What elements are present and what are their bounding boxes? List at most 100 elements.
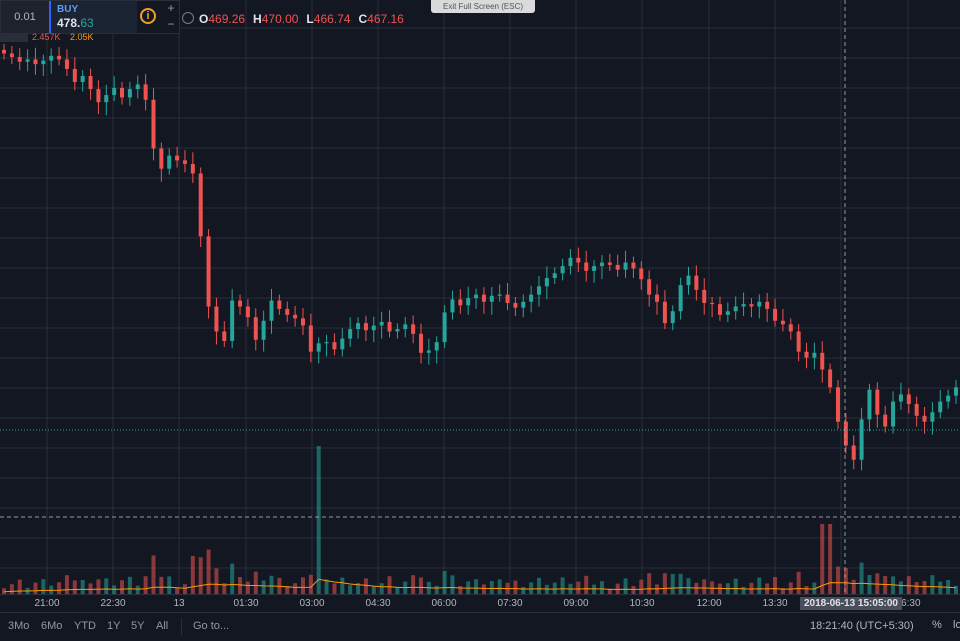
candle-body	[324, 342, 329, 344]
candle-body	[631, 262, 636, 269]
candle-body	[537, 286, 542, 295]
volume-bar	[686, 578, 691, 594]
candle-body	[773, 308, 778, 321]
volume-bar	[914, 582, 919, 594]
volume-bar	[780, 588, 785, 594]
volume-bar	[151, 555, 156, 594]
volume-bar	[757, 577, 762, 594]
range-3mo-button[interactable]: 3Mo	[8, 620, 30, 632]
candle-body	[662, 301, 667, 324]
candle-body	[867, 389, 872, 420]
volume-bar	[418, 577, 423, 594]
candle-body	[348, 329, 353, 339]
volume-bar	[702, 579, 707, 594]
candle-body	[938, 401, 943, 413]
candle-body	[474, 294, 479, 299]
volume-bar	[214, 568, 219, 594]
settings-icon[interactable]	[182, 12, 194, 24]
range-1y-button[interactable]: 1Y	[107, 620, 121, 632]
buy-label: BUY	[57, 4, 79, 15]
candle-body	[655, 294, 660, 302]
log-scale-toggle[interactable]: lo	[953, 619, 960, 631]
candle-body	[521, 301, 526, 308]
volume-bar	[120, 580, 125, 594]
goto-date-button[interactable]: Go to...	[193, 620, 230, 632]
candle-body	[639, 268, 644, 280]
candle-body	[678, 285, 683, 312]
volume-bar	[450, 575, 455, 594]
candle-body	[49, 55, 54, 61]
candle-body	[41, 60, 46, 65]
buy-price-main: 478.	[57, 16, 81, 30]
volume-ma-value: 2.05K	[70, 32, 94, 42]
volume-bar	[9, 584, 14, 594]
candle-body	[261, 320, 266, 340]
volume-bar	[316, 446, 321, 594]
candle-body	[513, 302, 518, 308]
range-ytd-button[interactable]: YTD	[74, 620, 96, 632]
time-tick: 03:00	[299, 598, 325, 609]
candle-body	[363, 323, 368, 331]
volume-bar	[489, 581, 494, 594]
volume-bar	[96, 579, 101, 594]
exit-fullscreen-button[interactable]: Exit Full Screen (ESC)	[431, 0, 535, 13]
candle-body	[623, 262, 628, 270]
percent-scale-toggle[interactable]: %	[932, 619, 942, 631]
candle-body	[765, 301, 770, 309]
price-chart[interactable]	[0, 0, 960, 594]
volume-value: 2.457K	[32, 32, 61, 42]
volume-bar	[560, 577, 565, 594]
candle-body	[576, 257, 581, 263]
candle-body	[9, 53, 14, 58]
volume-bar	[57, 582, 62, 594]
volume-bar	[80, 580, 85, 594]
volume-bar	[474, 579, 479, 594]
info-icon[interactable]: i	[140, 8, 156, 24]
volume-bar	[639, 579, 644, 594]
candle-body	[371, 325, 376, 331]
candle-body	[497, 294, 502, 296]
time-tick: 01:30	[233, 598, 259, 609]
candle-body	[599, 262, 604, 267]
volume-legend-toggle[interactable]	[0, 33, 28, 42]
plus-icon[interactable]: +	[167, 1, 175, 15]
candle-body	[544, 277, 549, 287]
candle-body	[112, 87, 117, 96]
volume-bar	[741, 586, 746, 594]
volume-bar	[198, 557, 203, 594]
candle-body	[481, 294, 486, 302]
candle-body	[80, 76, 85, 82]
minus-icon[interactable]: −	[167, 17, 175, 31]
volume-bar	[2, 588, 6, 594]
quantity-field[interactable]: 0.01	[1, 1, 49, 33]
volume-bar	[552, 582, 557, 594]
volume-bar	[175, 587, 180, 594]
volume-bar	[340, 577, 345, 594]
candle-body	[418, 333, 423, 353]
time-tick: 07:30	[497, 598, 523, 609]
time-tick: 10:30	[629, 598, 655, 609]
candle-body	[403, 324, 408, 330]
candle-body	[529, 294, 534, 302]
ohlc-high: 470.00	[261, 12, 299, 26]
time-axis[interactable]: 21:00 22:30 13 01:30 03:00 04:30 06:00 0…	[0, 594, 960, 613]
buy-price-tail: 63	[80, 16, 94, 30]
volume-bar	[300, 577, 305, 594]
volume-bar	[883, 576, 888, 594]
candle-body	[175, 155, 180, 161]
range-5y-button[interactable]: 5Y	[131, 620, 145, 632]
candle-body	[843, 421, 848, 446]
volume-bar	[159, 576, 164, 594]
clock-timezone[interactable]: 18:21:40 (UTC+5:30)	[810, 620, 914, 632]
range-6mo-button[interactable]: 6Mo	[41, 620, 63, 632]
volume-bar	[261, 580, 266, 594]
range-all-button[interactable]: All	[156, 620, 169, 632]
volume-bar	[112, 585, 117, 594]
candle-body	[151, 99, 156, 149]
candle-body	[340, 338, 345, 350]
candle-body	[458, 299, 463, 306]
volume-bar	[285, 586, 290, 594]
candle-body	[25, 59, 30, 62]
buy-button[interactable]: BUY 478.63	[49, 1, 137, 33]
candle-body	[733, 306, 738, 312]
